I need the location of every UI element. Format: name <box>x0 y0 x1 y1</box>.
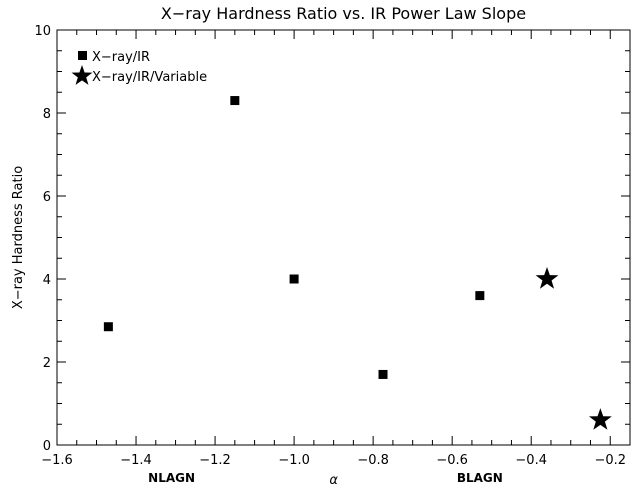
x-tick-label: −1.2 <box>199 453 231 468</box>
square-point <box>475 291 485 301</box>
plot-frame <box>56 29 631 446</box>
y-tick-label: 8 <box>43 107 51 122</box>
data-points <box>103 96 612 430</box>
chart-title: X−ray Hardness Ratio vs. IR Power Law Sl… <box>161 4 526 23</box>
x-tick-label: −1.4 <box>120 453 152 468</box>
y-tick-label: 10 <box>34 24 51 39</box>
x-tick-label: −1.6 <box>41 453 73 468</box>
legend-square-marker <box>78 51 87 60</box>
region-label-nlagn: NLAGN <box>148 471 195 485</box>
square-point <box>378 369 388 379</box>
x-axis-ticks: −1.6 −1.4 −1.2 −1.0 −0.8 −0.6 −0.4 −0.2 <box>41 30 631 468</box>
y-tick-label: 0 <box>43 439 51 454</box>
square-point <box>289 274 299 284</box>
y-axis-label: X−ray Hardness Ratio <box>11 166 26 309</box>
square-point <box>230 96 240 106</box>
y-tick-label: 4 <box>43 273 51 288</box>
region-labels: NLAGN BLAGN <box>148 471 503 485</box>
square-point <box>103 322 113 332</box>
x-axis-label: α <box>329 473 338 488</box>
y-tick-label: 6 <box>43 190 51 205</box>
x-tick-label: −0.6 <box>436 453 468 468</box>
x-tick-label: −0.4 <box>515 453 547 468</box>
star-point <box>535 267 559 289</box>
y-tick-label: 2 <box>43 356 51 371</box>
region-label-blagn: BLAGN <box>457 471 503 485</box>
legend-label-square: X−ray/IR <box>92 50 150 65</box>
x-tick-label: −0.8 <box>357 453 389 468</box>
legend-star-marker <box>71 65 93 85</box>
x-tick-label: −0.2 <box>594 453 626 468</box>
legend-label-star: X−ray/IR/Variable <box>92 70 207 85</box>
y-axis-ticks: 0 2 4 6 8 10 <box>34 24 630 454</box>
x-tick-label: −1.0 <box>278 453 310 468</box>
star-point <box>588 408 612 430</box>
legend: X−ray/IR X−ray/IR/Variable <box>71 50 207 85</box>
